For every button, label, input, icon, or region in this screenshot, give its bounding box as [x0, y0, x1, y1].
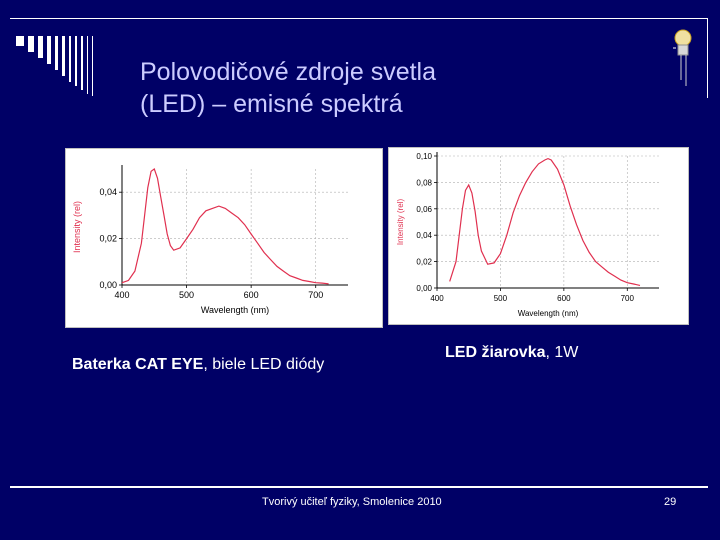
y-axis-label: Intensity (rel): [72, 201, 82, 253]
y-tick-label: 0,02: [99, 234, 117, 244]
slide-title: Polovodičové zdroje svetla (LED) – emisn…: [140, 56, 660, 120]
spectrum-chart-right-plot: 0,00 0,02 0,04 0,06 0,08 0,10 400 500 600 700 Wave…: [396, 152, 659, 318]
y-tick-label: 0,06: [416, 205, 432, 214]
x-tick-label: 700: [621, 294, 635, 303]
spectrum-series-line: [449, 157, 641, 286]
x-tick-label: 400: [114, 290, 129, 300]
footer-text: Tvorivý učiteľ fyziky, Smolenice 2010: [262, 496, 442, 508]
x-tick-label: 400: [430, 294, 444, 303]
spectrum-chart-left: 0,00 0,02 0,04 400 500 600 700 Wavelength (nm) I…: [65, 148, 383, 328]
y-tick-label: 0,02: [416, 258, 432, 267]
caption-right-bold: LED žiarovka: [445, 344, 546, 361]
led-bulb-icon: [673, 29, 692, 86]
x-tick-label: 700: [308, 290, 323, 300]
x-axis-label: Wavelength (nm): [201, 305, 269, 315]
spectrum-chart-right: 0,00 0,02 0,04 0,06 0,08 0,10 400 500 600 700 Wave…: [388, 147, 689, 325]
footer-line: [10, 486, 708, 488]
spectrum-chart-left-plot: 0,00 0,02 0,04 400 500 600 700 Wavelength (nm) I…: [72, 165, 348, 315]
caption-right-rest: , 1W: [545, 344, 579, 361]
y-axis-label: Intensity (rel): [396, 199, 405, 246]
title-line-1: Polovodičové zdroje svetla: [140, 58, 436, 86]
y-tick-label: 0,00: [99, 280, 117, 290]
spectrum-series-line: [121, 168, 329, 285]
x-tick-label: 600: [244, 290, 259, 300]
top-border-line: [10, 18, 708, 19]
y-tick-label: 0,08: [416, 178, 432, 187]
caption-left: Baterka CAT EYE, biele LED diódy: [72, 356, 324, 374]
caption-left-rest: , biele LED diódy: [203, 356, 325, 373]
y-tick-label: 0,10: [416, 152, 432, 161]
y-tick-label: 0,04: [416, 231, 432, 240]
x-tick-label: 500: [494, 294, 508, 303]
caption-left-bold: Baterka CAT EYE: [72, 356, 204, 373]
caption-right: LED žiarovka, 1W: [445, 344, 578, 362]
y-tick-label: 0,00: [416, 284, 432, 293]
x-axis-label: Wavelength (nm): [518, 309, 579, 318]
y-tick-label: 0,04: [99, 187, 117, 197]
page-number: 29: [664, 496, 677, 508]
x-tick-label: 500: [179, 290, 194, 300]
x-tick-label: 600: [557, 294, 571, 303]
decorative-bars: [16, 36, 116, 96]
title-line-2: (LED) – emisné spektrá: [140, 90, 403, 118]
right-border-line: [707, 18, 708, 98]
